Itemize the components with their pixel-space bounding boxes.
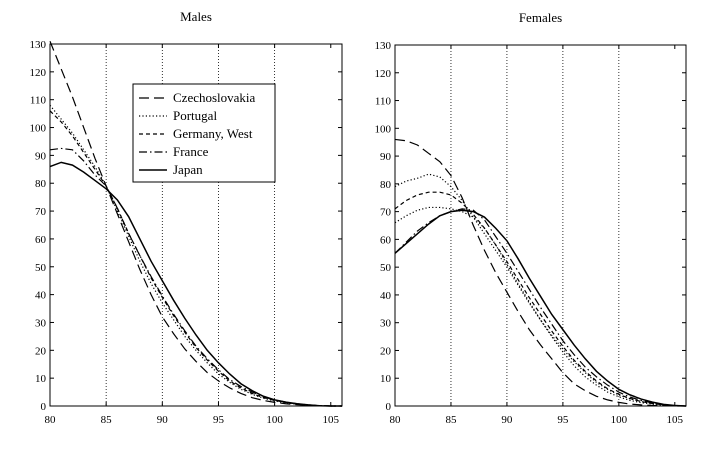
y-tick-label: 110	[375, 96, 392, 108]
y-tick-label: 30	[380, 318, 392, 330]
series-line-japan	[49, 161, 342, 407]
y-tick-label: 0	[41, 401, 47, 413]
x-tick-label: 105	[667, 414, 684, 426]
legend-label: Portugal	[173, 108, 217, 123]
x-tick-label: 90	[157, 414, 169, 426]
panel-title: Females	[519, 10, 562, 25]
panel-males: Males 0 10 20 30 40 50 60 70 80 90 100 110 120 130 80 85…	[30, 9, 343, 426]
y-tick-label: 10	[35, 373, 47, 385]
y-tick-label: 50	[35, 262, 47, 274]
y-tick-label: 80	[35, 178, 47, 190]
series-line-france	[394, 208, 687, 407]
panel-females: Females 0 10 20 30 40 50 60 70 80 90 100 110 120 130 80…	[375, 10, 687, 426]
y-tick-label: 90	[380, 151, 392, 163]
y-tick-label: 100	[30, 123, 47, 135]
x-tick-label: 105	[323, 414, 340, 426]
y-tick-label: 40	[380, 290, 392, 302]
plot-frame	[49, 43, 343, 407]
legend-label: Japan	[173, 162, 203, 177]
series-line-czechoslovakia	[49, 40, 342, 407]
y-tick-label: 60	[35, 234, 47, 246]
series-line-france	[49, 147, 342, 407]
x-tick-label: 100	[611, 414, 628, 426]
y-tick-label: 50	[380, 262, 392, 274]
y-tick-label: 20	[380, 345, 392, 357]
y-tick-label: 110	[30, 95, 47, 107]
series-line-japan	[394, 173, 687, 407]
y-tick-label: 10	[380, 373, 392, 385]
y-tick-label: 60	[380, 234, 392, 246]
y-tick-label: 40	[35, 290, 47, 302]
legend-label: Czechoslovakia	[173, 90, 256, 105]
y-tick-label: 0	[386, 401, 392, 413]
y-tick-label: 90	[35, 150, 47, 162]
plot-frame	[394, 44, 687, 407]
y-tick-label: 80	[380, 179, 392, 191]
legend: Czechoslovakia Portugal Germany, West Franc…	[132, 83, 276, 183]
legend-box	[132, 83, 276, 183]
legend-label: Germany, West	[173, 126, 253, 141]
x-tick-label: 85	[445, 414, 457, 426]
y-tick-label: 130	[375, 40, 392, 52]
x-tick-label: 80	[390, 414, 402, 426]
y-tick-label: 100	[375, 123, 392, 135]
x-tick-label: 95	[557, 414, 569, 426]
y-tick-label: 20	[35, 345, 47, 357]
series-line-germany-west	[394, 191, 687, 407]
series-line-czechoslovakia	[394, 138, 686, 407]
x-tick-label: 95	[213, 414, 225, 426]
x-tick-label: 80	[45, 414, 57, 426]
panel-title: Males	[180, 9, 212, 24]
x-tick-label: 100	[266, 414, 283, 426]
y-tick-label: 120	[30, 67, 47, 79]
x-tick-label: 85	[101, 414, 113, 426]
y-tick-label: 120	[375, 68, 392, 80]
legend-label: France	[173, 144, 209, 159]
y-tick-label: 30	[35, 317, 47, 329]
series-line-japan-solid	[394, 209, 687, 407]
x-tick-label: 90	[501, 414, 513, 426]
y-tick-label: 70	[380, 207, 392, 219]
y-tick-label: 130	[30, 39, 47, 51]
series-line-portugal	[394, 206, 687, 407]
series-line-portugal	[49, 104, 342, 407]
y-tick-label: 70	[35, 206, 47, 218]
